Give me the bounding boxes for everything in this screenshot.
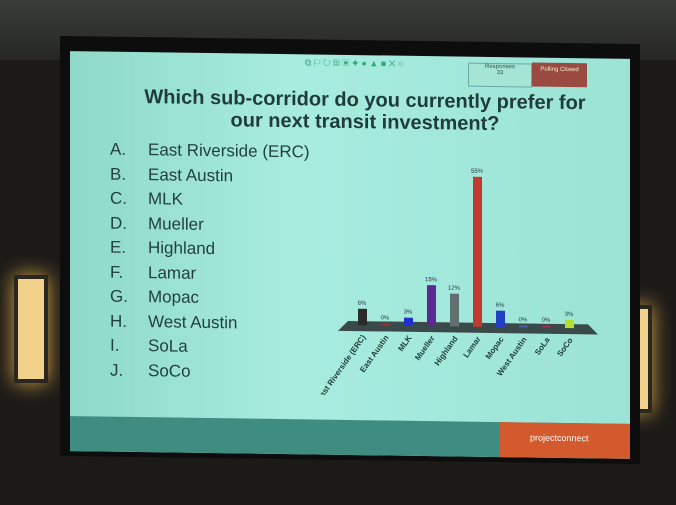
option-item: I. SoLa xyxy=(110,334,310,361)
bar-value-label: 0% xyxy=(381,315,390,321)
option-letter: G. xyxy=(110,286,128,306)
poll-toolbar[interactable]: ⧉ ⚐ ↻ ▦ ▣ ✦ ● ▲ ■ ✕ ○ xyxy=(305,57,403,69)
bar-value-label: 12% xyxy=(448,286,461,292)
option-letter: J. xyxy=(110,360,124,380)
option-label: MLK xyxy=(148,189,183,209)
option-label: SoCo xyxy=(148,360,191,381)
category-label: Mueller xyxy=(413,334,436,362)
bar xyxy=(404,317,413,326)
responses-counter: Responses 33 xyxy=(468,62,532,88)
option-label: Mopac xyxy=(148,287,200,307)
option-letter: A. xyxy=(110,139,127,159)
bar xyxy=(496,310,505,328)
category-label: SoLa xyxy=(533,335,552,357)
option-letter: I. xyxy=(110,335,120,355)
option-item: F. Lamar xyxy=(110,260,310,287)
option-letter: F. xyxy=(110,262,124,282)
option-label: West Austin xyxy=(148,311,238,332)
bar xyxy=(358,308,367,326)
category-label: Lamar xyxy=(461,335,482,360)
category-label: MLK xyxy=(396,334,413,354)
category-label: Highland xyxy=(433,334,460,367)
bar-value-label: 6% xyxy=(358,301,367,307)
options-list: A. East Riverside (ERC) B. East Austin C. MLK… xyxy=(110,138,310,386)
bar xyxy=(519,325,528,328)
option-letter: C. xyxy=(110,188,127,208)
option-label: East Riverside (ERC) xyxy=(148,140,310,162)
option-letter: E. xyxy=(110,237,127,257)
option-item: C. MLK xyxy=(110,187,310,214)
bar-value-label: 3% xyxy=(404,310,413,316)
slide: ⧉ ⚐ ↻ ▦ ▣ ✦ ● ▲ ■ ✕ ○ Responses 33 Pollin… xyxy=(70,51,630,459)
bar-value-label: 55% xyxy=(471,169,484,175)
responses-count: 33 xyxy=(496,70,504,77)
option-label: Lamar xyxy=(148,262,197,283)
bar-chart: 6%East Riverside (ERC)0%East Austin3%MLK… xyxy=(320,169,598,399)
polling-status[interactable]: Polling Closed xyxy=(532,62,587,88)
option-label: Mueller xyxy=(148,213,204,234)
bar-value-label: 6% xyxy=(496,303,505,309)
option-item: D. Mueller xyxy=(110,211,310,238)
bar xyxy=(565,319,574,329)
question-title: Which sub-corridor do you currently pref… xyxy=(144,86,586,136)
toolbar-icons[interactable]: ⧉ ⚐ ↻ ▦ ▣ ✦ ● ▲ ■ ✕ ○ xyxy=(305,57,404,69)
category-label: SoCo xyxy=(555,336,574,358)
option-label: Highland xyxy=(148,238,216,259)
brand-logo: projectconnect xyxy=(500,422,630,459)
option-label: East Austin xyxy=(148,164,234,185)
wall-lamp-left xyxy=(14,275,48,383)
option-letter: D. xyxy=(110,213,127,233)
bar xyxy=(542,325,551,328)
bar-value-label: 3% xyxy=(565,312,574,318)
bar-value-label: 0% xyxy=(542,318,551,324)
polling-status-label: Polling Closed xyxy=(540,66,579,74)
option-item: H. West Austin xyxy=(110,309,310,336)
bar xyxy=(473,176,482,327)
bar xyxy=(381,323,390,326)
option-letter: H. xyxy=(110,311,127,331)
option-item: A. East Riverside (ERC) xyxy=(110,138,310,165)
option-item: B. East Austin xyxy=(110,162,310,189)
bar xyxy=(427,285,436,327)
category-label: Mopac xyxy=(484,335,506,361)
option-item: G. Mopac xyxy=(110,285,310,312)
bar-value-label: 0% xyxy=(519,317,528,323)
bar xyxy=(450,293,459,327)
chart-floor xyxy=(338,320,598,335)
option-item: J. SoCo xyxy=(110,358,310,385)
option-item: E. Highland xyxy=(110,236,310,263)
option-letter: B. xyxy=(110,164,127,184)
option-label: SoLa xyxy=(148,336,188,356)
bar-value-label: 15% xyxy=(425,277,438,283)
